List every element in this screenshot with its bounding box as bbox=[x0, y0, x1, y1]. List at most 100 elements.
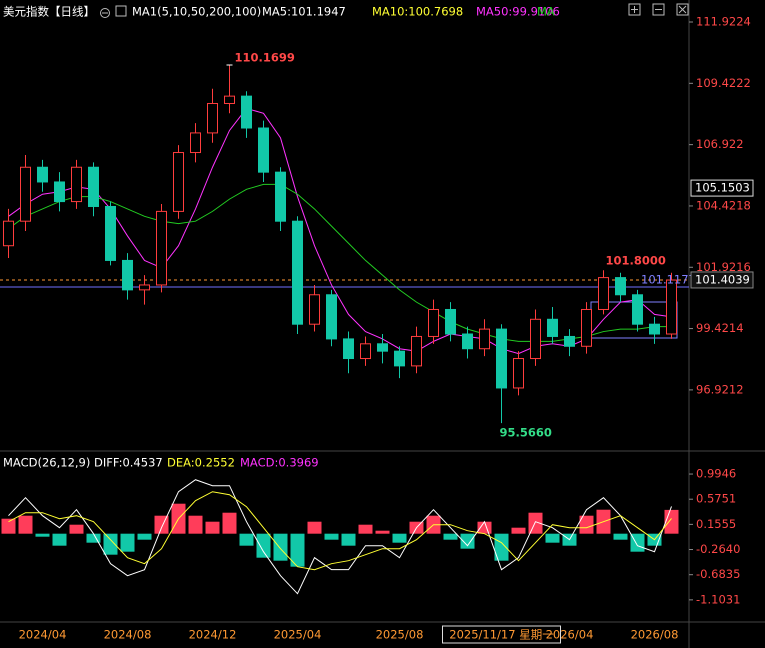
x-tick-label: 2026/04 bbox=[546, 628, 594, 642]
candle-body bbox=[122, 259, 133, 291]
candle-body bbox=[105, 205, 116, 261]
y-tick-label: 101.9216 bbox=[696, 260, 751, 274]
macd-bar bbox=[375, 530, 390, 534]
candle-body bbox=[581, 308, 592, 347]
indicator-name: MA1(5,10,50,200,100) bbox=[132, 5, 261, 19]
macd-bar bbox=[341, 533, 356, 546]
collapse-icon[interactable] bbox=[100, 8, 110, 18]
candle-body bbox=[309, 294, 320, 325]
macd-bar bbox=[392, 533, 407, 543]
min-label: 95.5660 bbox=[500, 426, 552, 440]
legend-entry: MA bbox=[537, 5, 555, 19]
y-tick-label: 0.5751 bbox=[696, 492, 736, 506]
macd-bar bbox=[460, 533, 475, 549]
macd-line bbox=[8, 479, 672, 595]
macd-bar bbox=[188, 515, 203, 534]
y-tick-label: -0.6835 bbox=[696, 567, 740, 581]
macd-bar bbox=[613, 533, 628, 540]
candle-body bbox=[207, 102, 218, 134]
crosshair-label: 105.1503 bbox=[695, 181, 750, 195]
candle-body bbox=[632, 294, 643, 325]
macd-bar bbox=[307, 521, 322, 534]
macd-bar bbox=[18, 515, 33, 534]
candle-body bbox=[3, 220, 14, 247]
y-tick-label: 99.4214 bbox=[696, 321, 744, 335]
x-tick-label: 2024/12 bbox=[189, 628, 237, 642]
candle-body bbox=[71, 166, 82, 203]
macd-bar bbox=[290, 533, 305, 567]
candle-body bbox=[496, 328, 507, 389]
legend-entry: DIFF:0.4537 bbox=[94, 456, 163, 470]
recent-high-label: 101.8000 bbox=[606, 254, 666, 268]
y-tick-label: 111.9224 bbox=[696, 15, 751, 29]
macd-bar bbox=[52, 533, 67, 546]
toolbar[interactable] bbox=[628, 3, 689, 16]
legend-entry: DEA:0.2552 bbox=[167, 456, 235, 470]
macd-bar bbox=[545, 533, 560, 543]
x-tick-label: 2026/08 bbox=[631, 628, 679, 642]
candle-body bbox=[445, 308, 456, 335]
x-tick-label: 2024/08 bbox=[104, 628, 152, 642]
candle-body bbox=[564, 335, 575, 347]
candle-body bbox=[275, 171, 286, 222]
y-tick-label: 106.922 bbox=[696, 137, 744, 151]
indicator-icon[interactable] bbox=[115, 5, 127, 17]
y-tick-label: 104.4218 bbox=[696, 198, 751, 212]
macd-bar bbox=[477, 521, 492, 534]
crosshair-date-box bbox=[442, 625, 561, 644]
macd-bar bbox=[205, 521, 220, 534]
candle-body bbox=[615, 277, 626, 296]
chart-title: 美元指数【日线】 bbox=[3, 5, 95, 19]
candle-body bbox=[479, 328, 490, 350]
macd-title: MACD(26,12,9) bbox=[3, 456, 90, 470]
legend-entry: MA10:100.7698 bbox=[372, 5, 463, 19]
macd-bar bbox=[358, 524, 373, 534]
candle-body bbox=[88, 166, 99, 207]
macd-bar bbox=[69, 524, 84, 534]
candle-body bbox=[139, 284, 150, 291]
candle-body bbox=[530, 318, 541, 360]
macd-bar bbox=[511, 527, 526, 534]
legend-entry: MACD:0.3969 bbox=[240, 456, 319, 470]
candle-body bbox=[258, 127, 269, 173]
x-tick-label: 2025/04 bbox=[274, 628, 322, 642]
candle-body bbox=[37, 166, 48, 183]
last-price-box bbox=[690, 271, 754, 289]
macd-bar bbox=[137, 533, 152, 540]
macd-bar bbox=[443, 533, 458, 540]
candle-body bbox=[394, 350, 405, 367]
y-tick-label: 96.9212 bbox=[696, 382, 744, 396]
candle-body bbox=[292, 220, 303, 325]
candle-body bbox=[190, 132, 201, 154]
ma-line bbox=[8, 107, 672, 355]
candle-body bbox=[377, 343, 388, 352]
y-tick-label: -1.1031 bbox=[696, 592, 740, 606]
macd-bar bbox=[256, 533, 271, 558]
candle-body bbox=[241, 95, 252, 129]
candle-body bbox=[20, 166, 31, 222]
crosshair-date: 2025/11/17 星期一 bbox=[449, 628, 554, 642]
macd-bar bbox=[239, 533, 254, 546]
macd-bar bbox=[103, 533, 118, 555]
x-tick-label: 2025/08 bbox=[376, 628, 424, 642]
candle-body bbox=[54, 181, 65, 203]
y-tick-label: -0.2640 bbox=[696, 542, 740, 556]
macd-bar bbox=[222, 512, 237, 534]
y-tick-label: 0.9946 bbox=[696, 467, 736, 481]
candle-body bbox=[666, 279, 677, 335]
y-tick-label: 0.1555 bbox=[696, 517, 736, 531]
x-tick-label: 2024/04 bbox=[19, 628, 67, 642]
macd-bar bbox=[273, 533, 288, 561]
candle-body bbox=[173, 152, 184, 212]
candle-body bbox=[598, 277, 609, 310]
candle-body bbox=[156, 210, 167, 286]
candle-body bbox=[360, 343, 371, 360]
ma-line bbox=[8, 183, 672, 342]
macd-bar bbox=[35, 533, 50, 537]
macd-line bbox=[8, 491, 672, 571]
candle-body bbox=[462, 333, 473, 350]
last-price-label: 101.4039 bbox=[695, 272, 750, 286]
y-tick-label: 109.4222 bbox=[696, 76, 751, 90]
